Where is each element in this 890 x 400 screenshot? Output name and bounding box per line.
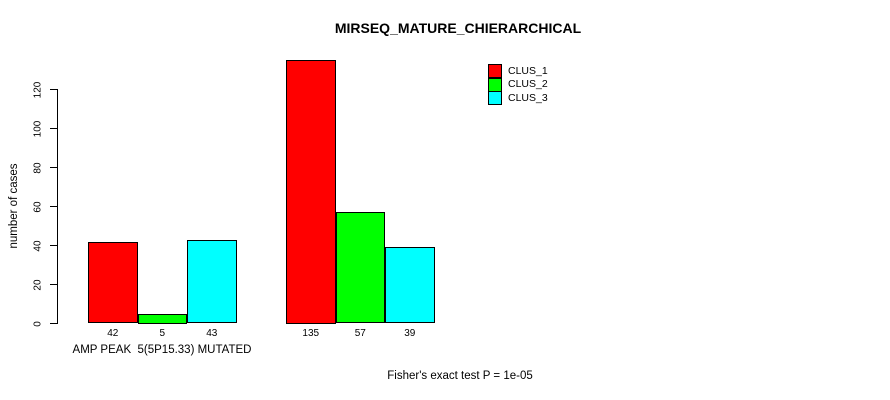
bar-clus_2-group2 — [335, 212, 385, 324]
chart-title: MIRSEQ_MATURE_CHIERARCHICAL — [334, 20, 582, 36]
legend-label: CLUS_3 — [508, 91, 548, 104]
y-axis-tick-label: 0 — [32, 320, 44, 327]
bar-clus_3-group1 — [187, 239, 237, 324]
legend-label: CLUS_2 — [508, 78, 548, 91]
bar-value-label: 43 — [206, 328, 218, 339]
bar-value-label: 42 — [107, 328, 119, 339]
legend-swatch-icon — [488, 77, 502, 92]
legend-swatch-icon — [488, 63, 502, 78]
legend-item-clus_3: CLUS_3 — [488, 91, 548, 106]
bar-value-label: 5 — [159, 328, 166, 339]
bar-value-label: 57 — [354, 328, 366, 339]
legend-label: CLUS_1 — [508, 64, 548, 77]
bar-value-label: 135 — [302, 328, 320, 339]
y-axis-tick — [50, 89, 57, 90]
bar-clus_1-group2 — [286, 60, 336, 324]
y-axis-tick-label: 80 — [32, 161, 44, 174]
y-axis-tick-label: 100 — [32, 120, 44, 137]
y-axis-tick-label: 40 — [32, 239, 44, 252]
bar-clus_2-group1 — [137, 313, 187, 324]
y-axis-tick — [50, 206, 57, 207]
y-axis-tick — [50, 245, 57, 246]
y-axis-tick — [50, 323, 57, 324]
x-group-label: AMP PEAK 5(5P15.33) MUTATED — [72, 344, 252, 356]
y-axis-tick-label: 60 — [32, 200, 44, 213]
legend-swatch-icon — [488, 91, 502, 106]
fisher-test-annotation: Fisher's exact test P = 1e-05 — [387, 370, 533, 382]
y-axis-tick — [50, 284, 57, 285]
y-axis-label: number of cases — [8, 163, 20, 249]
y-axis-tick-label: 20 — [32, 278, 44, 291]
y-axis-tick-label: 120 — [32, 81, 44, 98]
bar-clus_3-group2 — [385, 247, 435, 324]
bar-clus_1-group1 — [88, 241, 138, 324]
legend-item-clus_2: CLUS_2 — [488, 77, 548, 92]
y-axis-tick — [50, 167, 57, 168]
legend-item-clus_1: CLUS_1 — [488, 63, 548, 78]
y-axis-tick — [50, 128, 57, 129]
y-axis — [57, 89, 58, 324]
bar-value-label: 39 — [404, 328, 416, 339]
legend: CLUS_1 CLUS_2 CLUS_3 — [488, 63, 548, 106]
